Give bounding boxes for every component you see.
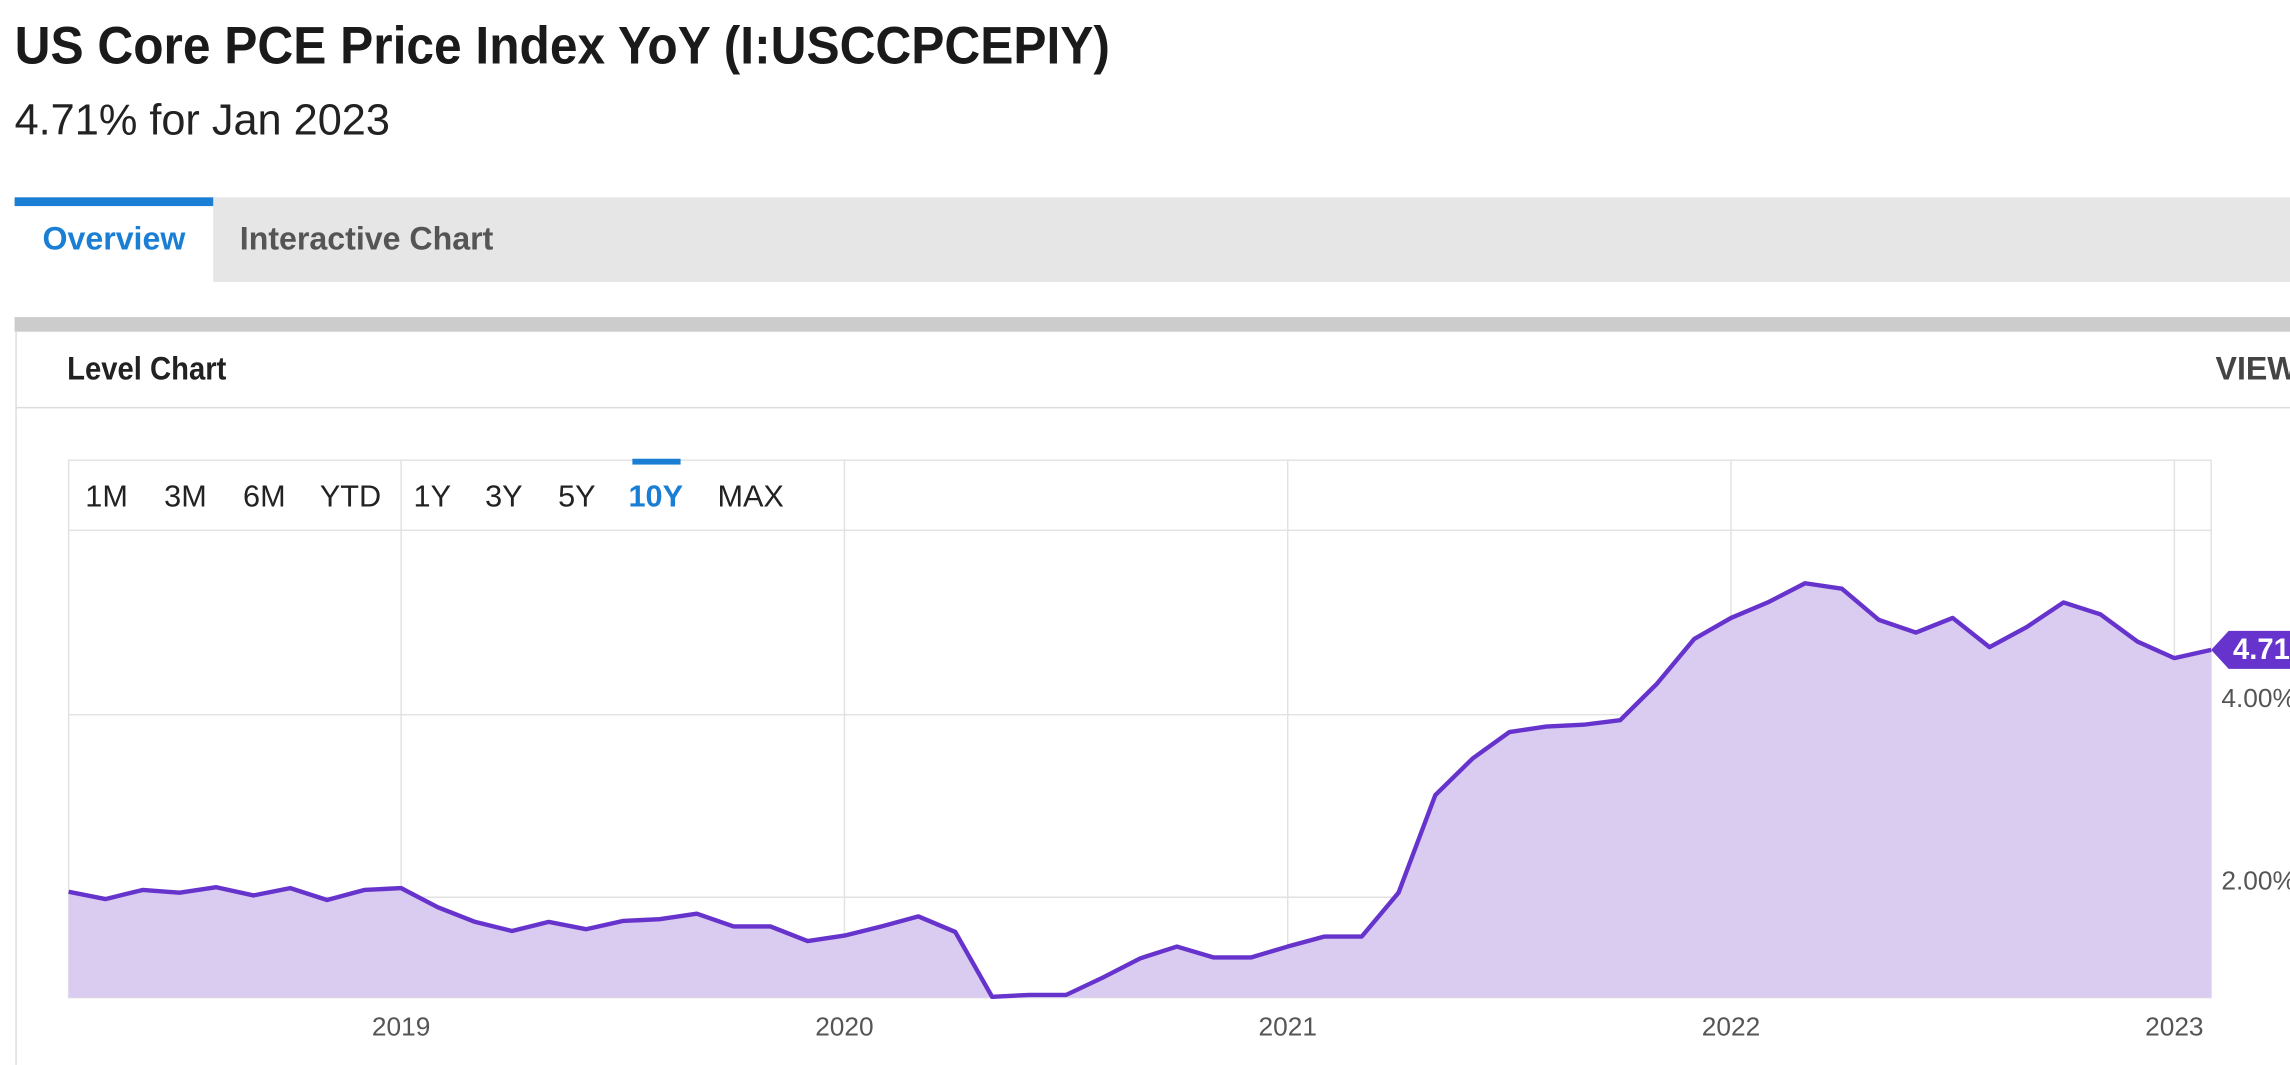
range-button[interactable]: 5Y [558, 479, 596, 513]
x-tick-label: 2023 [2145, 1011, 2203, 1041]
y-tick-label: 2.00% [2221, 866, 2290, 896]
range-button[interactable]: 6M [243, 479, 286, 513]
view-button[interactable]: VIEW [2216, 351, 2290, 387]
range-button[interactable]: YTD [320, 479, 381, 513]
value-badge [2211, 630, 2290, 669]
range-indicator [632, 458, 681, 465]
range-button[interactable]: 10Y [628, 479, 683, 513]
x-tick-label: 2019 [372, 1011, 430, 1041]
line [68, 581, 2212, 999]
tab[interactable]: Interactive Chart [240, 221, 494, 257]
x-tick-label: 2020 [815, 1011, 873, 1041]
tab-active-indicator [14, 197, 214, 207]
tab-bar [14, 197, 2290, 283]
page-subtitle: 4.71% for Jan 2023 [15, 95, 390, 144]
panel-top [14, 317, 2290, 332]
y-tick-label: 4.00% [2221, 683, 2290, 713]
range-button[interactable]: 3M [164, 479, 207, 513]
tab[interactable]: Overview [42, 221, 186, 257]
range-button[interactable]: 3Y [485, 479, 523, 513]
range-button[interactable]: 1Y [414, 479, 452, 513]
x-tick-label: 2021 [1259, 1011, 1317, 1041]
x-tick-label: 2022 [1702, 1011, 1760, 1041]
tab-active-bg [14, 197, 214, 283]
range-button[interactable]: MAX [717, 479, 783, 513]
panel-title: Level Chart [67, 351, 226, 387]
range-button[interactable]: 1M [85, 479, 128, 513]
area [68, 583, 2212, 998]
value-label: 4.71% [2233, 634, 2290, 666]
page-title: US Core PCE Price Index YoY (I:USCCPCEPI… [15, 17, 1110, 76]
